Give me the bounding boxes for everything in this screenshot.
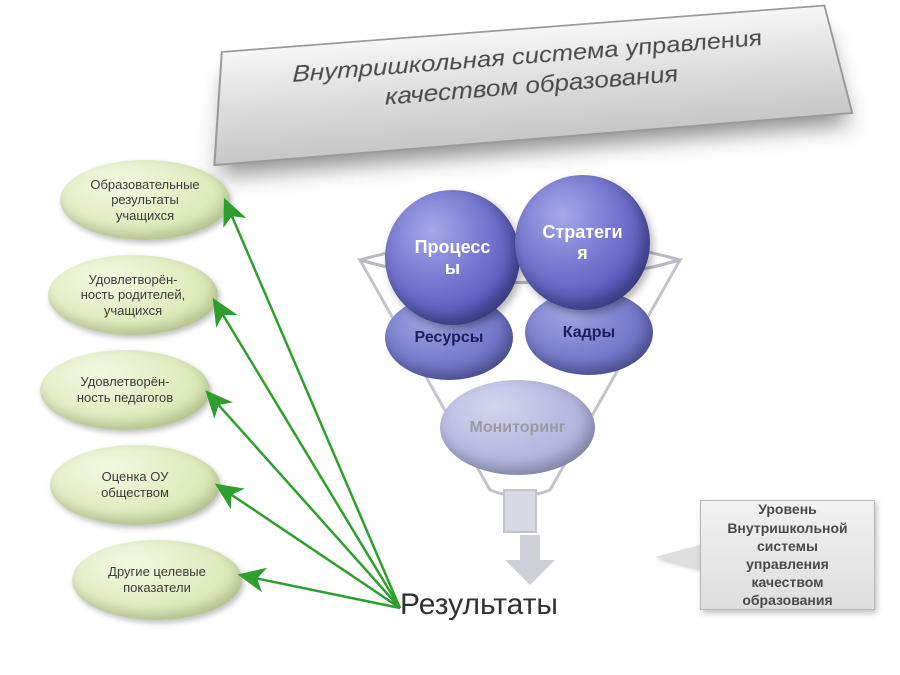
sphere-label: Мониторинг <box>470 419 566 437</box>
oval-edu-results: Образовательные результаты учащихся <box>60 160 230 240</box>
oval-label: Удовлетворён- ность родителей, учащихся <box>81 272 186 319</box>
funnel: Мониторинг Ресурсы Кадры Процесс ы Страт… <box>340 170 700 530</box>
title-text: Внутришкольная система управления качест… <box>218 18 841 124</box>
sphere-strategy: Стратеги я <box>515 175 650 310</box>
sphere-label: Ресурсы <box>415 329 484 347</box>
oval-parent-satisfaction: Удовлетворён- ность родителей, учащихся <box>48 255 218 335</box>
callout-box: Уровень Внутришкольной системы управлени… <box>700 500 875 610</box>
sphere-label: Кадры <box>563 324 615 342</box>
arrow-to-oval-5 <box>240 575 400 608</box>
oval-label: Оценка ОУ обществом <box>101 469 169 500</box>
oval-label: Образовательные результаты учащихся <box>90 177 199 224</box>
sphere-label: Стратеги я <box>542 222 622 264</box>
oval-society-assessment: Оценка ОУ обществом <box>50 445 220 525</box>
oval-label: Удовлетворён- ность педагогов <box>77 374 173 405</box>
oval-teacher-satisfaction: Удовлетворён- ность педагогов <box>40 350 210 430</box>
oval-label: Другие целевые показатели <box>108 564 206 595</box>
results-label: Результаты <box>400 588 558 622</box>
diagram-stage: Внутришкольная система управления качест… <box>0 0 900 675</box>
callout-text: Уровень Внутришкольной системы управлени… <box>727 500 847 609</box>
title-plaque: Внутришкольная система управления качест… <box>213 5 853 167</box>
oval-other-targets: Другие целевые показатели <box>72 540 242 620</box>
callout-arrow-icon <box>655 545 700 569</box>
sphere-monitoring: Мониторинг <box>440 380 595 475</box>
sphere-label: Процесс ы <box>415 237 491 279</box>
sphere-processes: Процесс ы <box>385 190 520 325</box>
